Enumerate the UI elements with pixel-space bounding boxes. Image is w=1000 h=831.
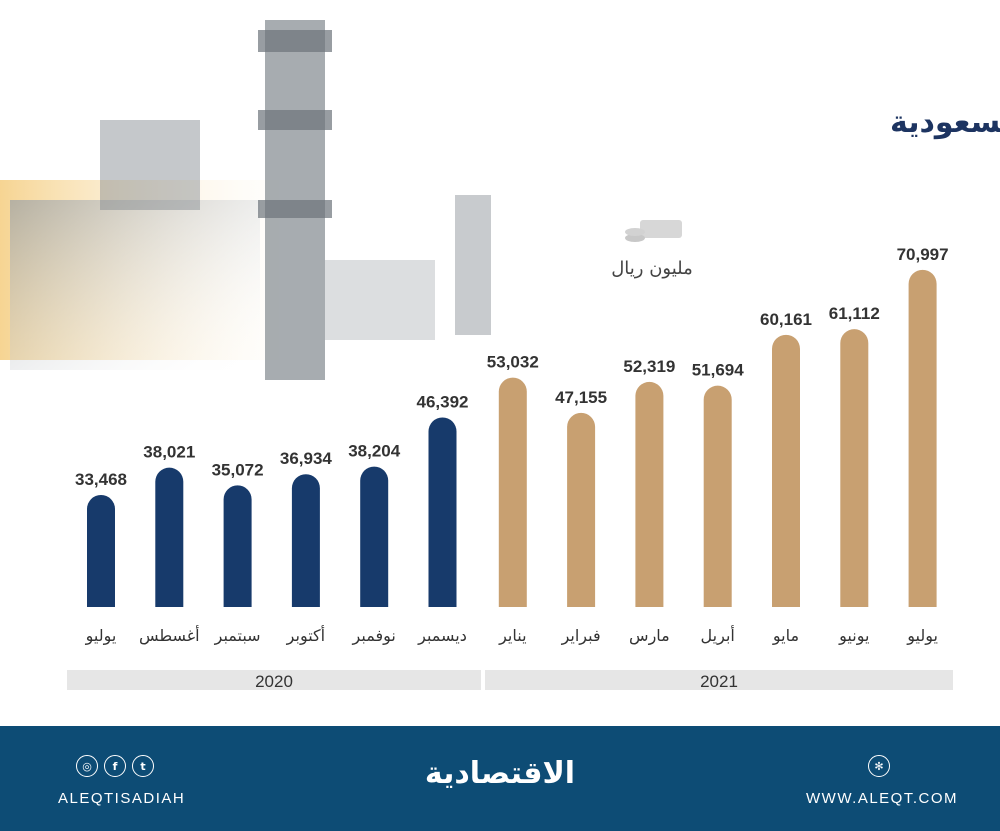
data-label: 61,112 [829, 304, 880, 323]
data-label: 70,997 [897, 245, 949, 264]
bar [223, 485, 252, 607]
month-label: فبراير [561, 626, 601, 646]
logo: الاقتصادية [424, 756, 576, 791]
bar [87, 494, 115, 607]
facebook-icon[interactable]: f [104, 755, 126, 777]
data-label: 36,934 [280, 449, 333, 468]
data-label: 35,072 [212, 460, 264, 479]
data-label: 60,161 [760, 310, 812, 329]
website-link[interactable]: WWW.ALEQT.COM [806, 790, 958, 807]
year-label: 2021 [700, 672, 738, 691]
bar [291, 474, 320, 607]
twitter-icon[interactable]: t [132, 755, 154, 777]
money-icon [625, 220, 682, 242]
bar [840, 329, 869, 607]
month-label: نوفمبر [352, 626, 396, 646]
month-label: أغسطس [139, 625, 200, 646]
month-label: يناير [498, 626, 526, 646]
year-band-2021 [485, 670, 953, 690]
data-label: 33,468 [75, 470, 127, 489]
bar [908, 269, 937, 607]
globe-icon[interactable]: ✻ [868, 755, 890, 777]
month-label: يونيو [838, 626, 869, 646]
month-label: مارس [629, 626, 670, 646]
month-label: مايو [772, 626, 799, 646]
bar [155, 467, 184, 607]
bar [498, 377, 527, 607]
chart-title: إيرادات الصادرات النفطية السعودية [890, 105, 1000, 140]
data-label: 51,694 [692, 361, 745, 380]
data-label: 47,155 [555, 388, 607, 407]
year-label: 2020 [255, 672, 293, 691]
bar [567, 412, 596, 607]
bar [428, 417, 457, 607]
month-label: سبتمبر [214, 626, 261, 646]
month-label: أكتوبر [286, 625, 325, 646]
instagram-icon[interactable]: ◎ [76, 755, 98, 777]
unit-label: مليون ريال [611, 258, 693, 279]
data-label: 38,204 [348, 442, 401, 461]
month-label: أبريل [701, 625, 735, 646]
year-band-2020 [67, 670, 481, 690]
data-label: 52,319 [623, 357, 675, 376]
bar [703, 385, 732, 607]
month-label: يوليو [906, 626, 938, 646]
data-label: 53,032 [487, 353, 539, 372]
refinery-background-image [0, 20, 491, 380]
month-label: يوليو [85, 626, 117, 646]
social-handle[interactable]: ALEQTISADIAH [58, 790, 186, 807]
data-label: 38,021 [143, 443, 195, 462]
bar [360, 466, 389, 607]
data-label: 46,392 [417, 392, 469, 411]
chart: إيرادات الصادرات النفطية السعودية مليون … [0, 20, 1000, 691]
bar [635, 381, 664, 607]
month-label: ديسمبر [417, 626, 467, 646]
bar [772, 334, 800, 607]
footer: ◎ f t ALEQTISADIAH الاقتصادية ✻ WWW.ALEQ… [0, 726, 1000, 831]
